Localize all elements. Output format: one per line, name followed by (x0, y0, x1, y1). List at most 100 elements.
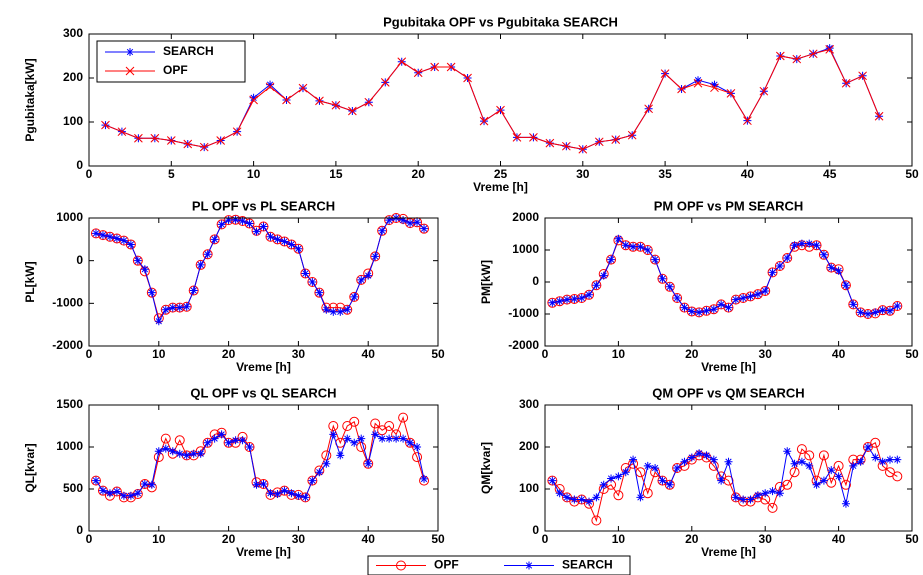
data-point (300, 492, 311, 503)
data-point (731, 295, 740, 304)
data-point (555, 489, 564, 498)
data-point (577, 294, 586, 302)
legend-label: OPF (163, 63, 188, 77)
data-point (561, 141, 571, 151)
data-point (244, 442, 255, 452)
data-point (287, 489, 296, 498)
data-point (673, 294, 682, 302)
data-point (147, 480, 156, 489)
data-point (594, 137, 604, 147)
data-point (892, 471, 903, 482)
data-point (307, 277, 318, 287)
y-axis-label: PL[kW] (23, 261, 37, 302)
data-point (797, 239, 806, 248)
data-point (161, 444, 170, 453)
data-point (349, 416, 360, 427)
data-point (343, 434, 352, 443)
data-point (731, 493, 740, 502)
data-point (775, 51, 785, 61)
y-tick-label: 0 (76, 523, 83, 537)
data-point (181, 301, 192, 312)
data-point (724, 303, 733, 312)
data-point (216, 136, 226, 145)
x-tick-label: 0 (542, 347, 549, 361)
chart-title: PM OPF vs PM SEARCH (654, 198, 804, 213)
data-point (743, 116, 752, 126)
data-point (232, 127, 242, 137)
data-point (753, 491, 762, 500)
data-point (166, 136, 176, 145)
data-point (761, 286, 770, 295)
legend-marker (525, 561, 533, 570)
data-point (570, 495, 579, 504)
data-point (392, 434, 401, 443)
x-tick-label: 35 (658, 167, 672, 181)
data-point (91, 229, 100, 238)
data-point (315, 288, 324, 297)
data-point (399, 434, 408, 443)
data-point (702, 306, 711, 315)
data-point (98, 486, 107, 495)
data-point (209, 234, 220, 245)
x-tick-label: 30 (759, 347, 773, 361)
series-line (552, 237, 898, 315)
data-point (591, 515, 602, 526)
data-point (585, 497, 594, 506)
data-point (258, 478, 269, 489)
data-point (126, 240, 135, 249)
x-tick-label: 50 (905, 167, 919, 181)
data-point (620, 240, 631, 251)
data-point (287, 240, 296, 249)
data-point (378, 434, 387, 443)
data-point (245, 219, 254, 228)
data-point (273, 490, 282, 499)
data-point (570, 294, 579, 303)
data-point (783, 254, 792, 262)
data-point (202, 249, 213, 260)
data-point (695, 449, 704, 458)
data-point (322, 305, 331, 314)
x-tick-label: 40 (832, 347, 846, 361)
data-point (693, 78, 703, 88)
x-tick-label: 20 (222, 532, 236, 546)
data-point (642, 488, 653, 499)
data-point (893, 455, 902, 464)
data-point (146, 287, 157, 298)
data-point (132, 255, 143, 266)
data-point (231, 436, 240, 445)
data-point (249, 95, 258, 105)
data-point (856, 457, 865, 466)
data-point (397, 57, 407, 67)
data-point (841, 499, 850, 508)
data-point (196, 260, 205, 269)
data-point (664, 281, 675, 292)
data-point (726, 89, 736, 98)
data-point (783, 447, 792, 456)
data-point (782, 479, 793, 490)
data-point (871, 308, 880, 317)
data-point (161, 305, 170, 314)
data-point (855, 307, 866, 318)
data-point (363, 458, 374, 469)
data-point (364, 271, 373, 280)
x-tick-label: 20 (685, 532, 699, 546)
data-point (150, 133, 160, 143)
data-point (231, 215, 240, 224)
data-point (280, 486, 289, 495)
y-tick-label: -2000 (52, 338, 83, 352)
data-point (364, 97, 374, 107)
x-axis-label: Vreme [h] (236, 360, 291, 374)
legend-marker (125, 66, 135, 76)
axes-box (544, 217, 913, 347)
data-point (724, 457, 733, 466)
data-point (90, 228, 101, 239)
data-point (406, 438, 415, 447)
data-point (280, 237, 289, 246)
data-point (812, 241, 821, 250)
data-point (856, 308, 865, 317)
y-tick-label: 0 (532, 274, 539, 288)
data-point (805, 239, 814, 248)
axes-box (88, 33, 913, 167)
x-axis-label: Vreme [h] (701, 360, 756, 374)
data-point (834, 266, 843, 275)
